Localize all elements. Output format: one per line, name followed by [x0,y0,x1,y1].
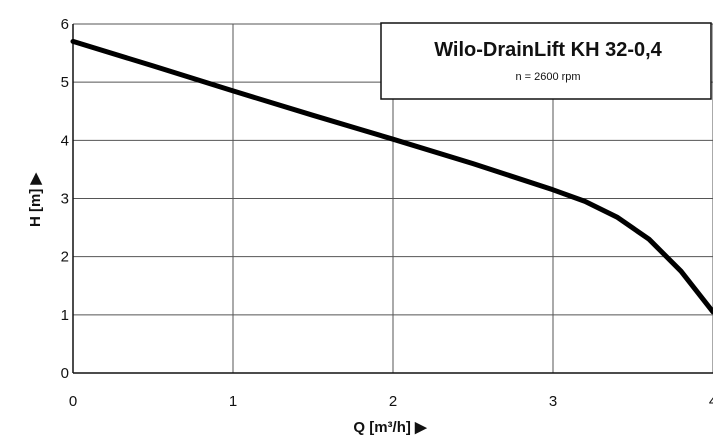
x-axis-label: Q [m³/h] ▶ [353,419,428,436]
chart-title: Wilo-DrainLift KH 32-0,4 [434,39,662,61]
x-tick-label: 4 [709,393,713,410]
x-tick-label: 0 [69,393,77,410]
x-tick-label: 1 [229,393,237,410]
y-tick-label: 6 [61,16,69,33]
x-tick-label: 2 [389,393,397,410]
y-tick-label: 3 [61,191,69,208]
y-tick-label: 4 [61,132,69,149]
y-tick-label: 5 [61,74,69,91]
tick-labels: 0 1 2 3 4 0 1 2 3 4 5 6 [61,16,713,410]
x-tick-label: 3 [549,393,557,410]
legend-box: Wilo-DrainLift KH 32-0,4 n = 2600 rpm [380,22,712,100]
y-axis-label: H [m] ▶ [27,172,44,227]
axes [72,24,713,374]
series [70,38,713,315]
chart-subtitle: n = 2600 rpm [515,71,580,83]
legend-frame [380,22,712,100]
pump-curve-line [70,38,713,315]
y-tick-label: 2 [61,249,69,266]
y-tick-label: 0 [61,365,69,382]
y-tick-label: 1 [61,307,69,324]
